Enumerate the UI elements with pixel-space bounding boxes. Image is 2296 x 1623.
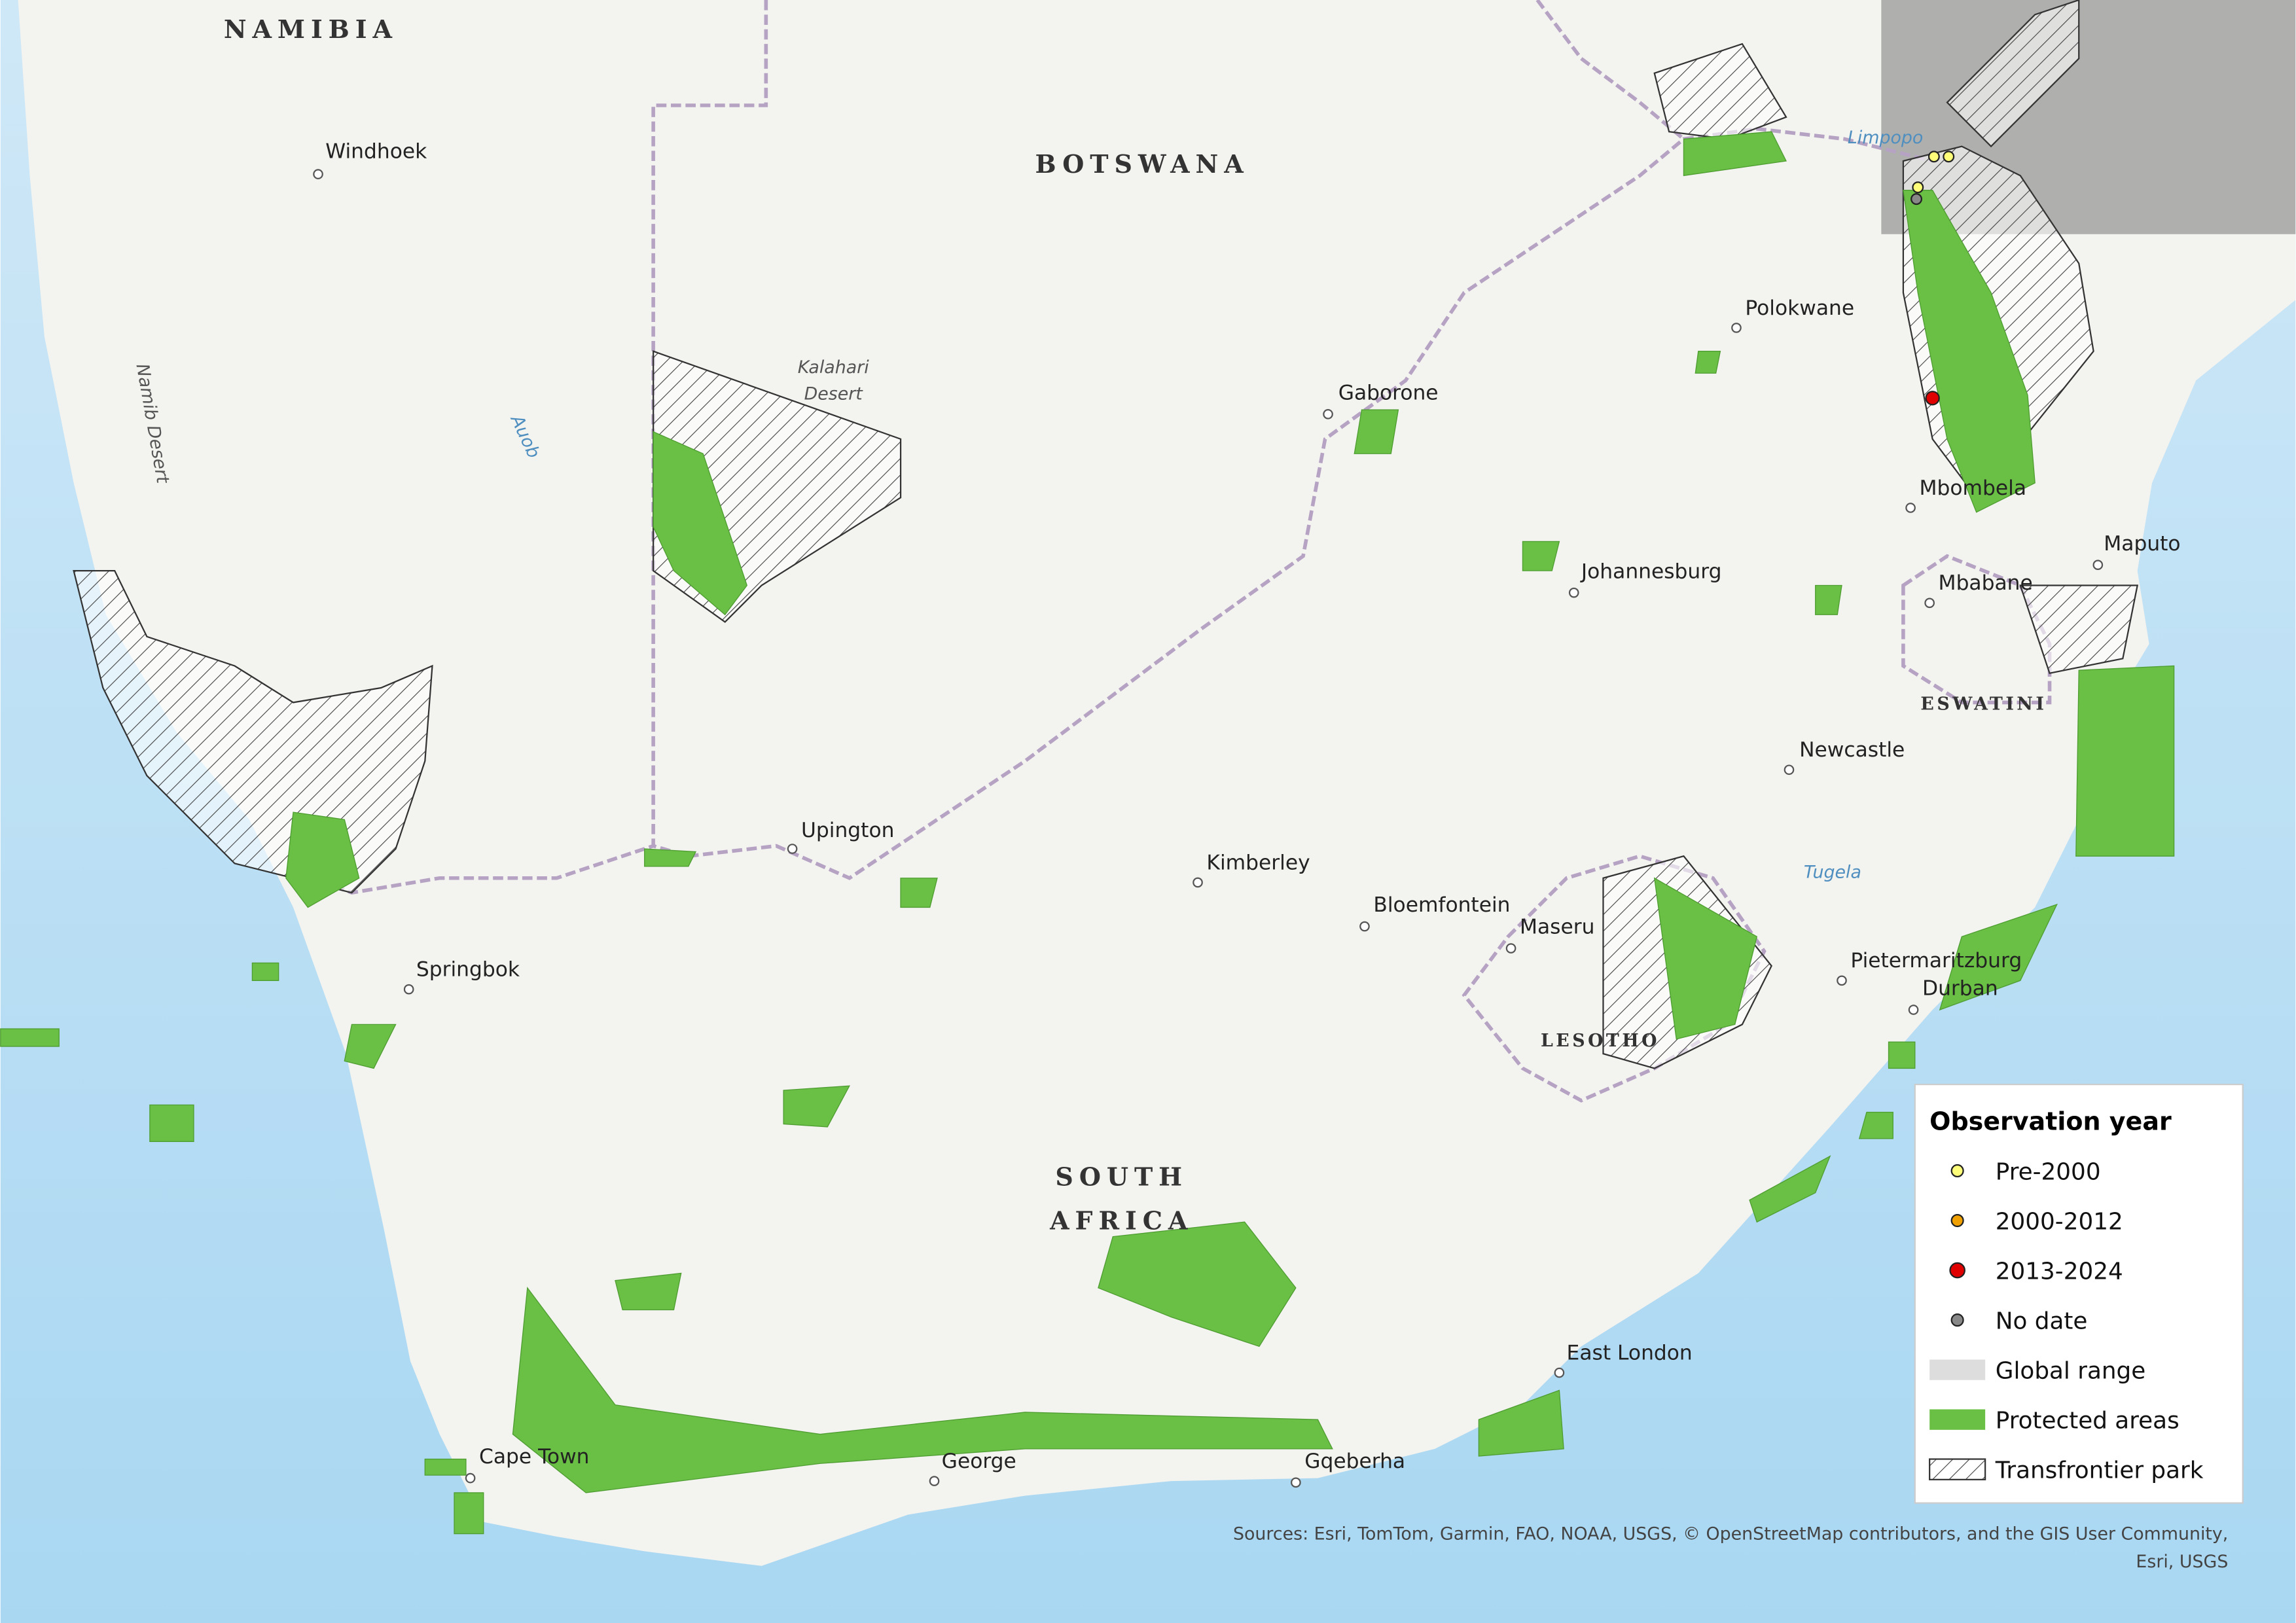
protected-areas [0,131,2175,1535]
sources: Sources: Esri, TomTom, Garmin, FAO, NOAA… [1233,1524,2228,1544]
city-label: Windhoek [325,140,427,164]
point-pre-2000 [1912,181,1924,194]
legend-label: Transfrontier park [1995,1457,2204,1484]
transfrontier-park [2019,584,2139,674]
city-label: Bloemfontein [1373,893,1510,917]
legend: Observation year Pre-2000 2000-2012 2013… [1914,1083,2244,1504]
city-label: Springbok [416,958,520,982]
border [1535,0,1685,141]
transfrontier-park [1653,43,1787,140]
city-label: Gaborone [1338,381,1439,404]
transfrontier-park [73,570,433,894]
city-label: Polokwane [1745,296,1854,320]
legend-label: 2013-2024 [1996,1258,2123,1285]
point-no-date [1910,193,1922,205]
observation-points [1910,151,1955,406]
country-label: BOTSWANA [1035,149,1249,179]
feature-label: Desert [804,383,864,404]
point-pre-2000 [1928,151,1940,163]
city-label: Cape Town [479,1445,589,1469]
point-2013-2024 [1925,391,1940,406]
city-label: Maseru [1520,916,1594,939]
city-label: East London [1567,1341,1693,1364]
border [651,0,1933,880]
city-label: Kimberley [1206,851,1310,874]
city-dots [313,169,2104,1488]
legend-title: Observation year [1929,1107,2172,1135]
legend-symbol [1929,1359,1986,1380]
city-label: Newcastle [1799,738,1905,762]
legend-label: No date [1996,1308,2088,1335]
city-label: George [942,1450,1016,1473]
city-label: Johannesburg [1580,560,1722,583]
legend-symbol [1950,1164,1964,1178]
legend-box [1914,1083,2244,1504]
legend-symbol [1949,1262,1965,1279]
city-label: Gqeberha [1304,1450,1405,1473]
point-pre-2000 [1943,151,1955,163]
city-label: Upington [801,819,894,842]
country-label: ESWATINI [1920,694,2047,715]
border [293,844,655,895]
city-label: Pietermaritzburg [1850,949,2022,972]
city-label: Durban [1922,977,1998,1001]
country-label: SOUTH [1055,1162,1188,1191]
legend-label: Pre-2000 [1996,1158,2101,1185]
city-label: Mbabane [1939,571,2033,595]
legend-symbol [1929,1458,1986,1480]
feature-label: Kalahari [798,357,869,378]
river-label: Limpopo [1848,128,1923,148]
legend-symbol [1950,1313,1964,1327]
country-label: NAMIBIA [224,14,398,44]
river-label: Tugela [1804,863,1861,883]
land [18,0,2296,1566]
legend-label: 2000-2012 [1996,1208,2123,1235]
transfrontier-park [1946,0,2080,148]
city-labels: Windhoek Gaborone Polokwane Mbombela Map… [325,140,2180,1473]
country-label: AFRICA [1049,1205,1193,1235]
country-label: LESOTHO [1541,1031,1660,1051]
legend-symbol [1929,1409,1986,1430]
legend-label: Protected areas [1996,1408,2179,1435]
city-label: Mbombela [1920,476,2027,500]
border [1462,854,1767,1103]
legend-label: Global range [1996,1358,2145,1385]
city-label: Maputo [2104,532,2180,556]
legend-symbol [1950,1213,1964,1228]
sources: Esri, USGS [2136,1552,2228,1572]
